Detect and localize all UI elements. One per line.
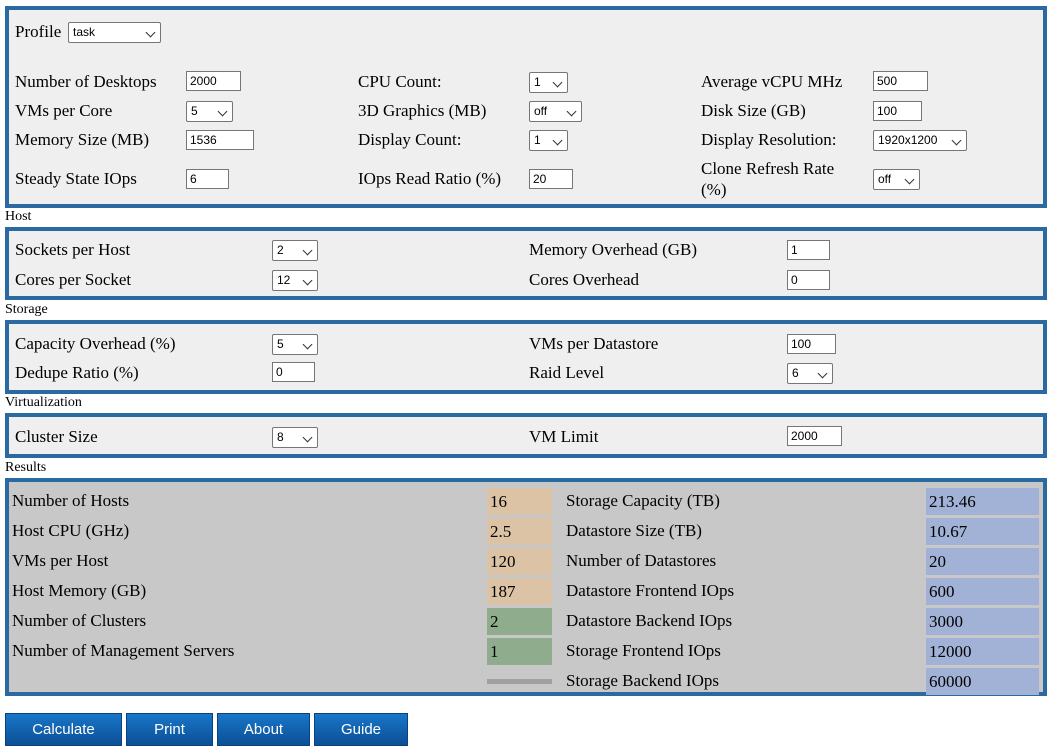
result-label: Host CPU (GHz) [12,521,130,540]
result-label: VMs per Host [12,551,109,570]
vm-limit-input[interactable]: 2000 [787,426,842,446]
disk-size-input[interactable]: 100 [873,101,922,121]
chevron-down-icon [566,106,577,117]
cluster-size-label: Cluster Size [15,427,98,446]
result-value: 20 [926,548,1039,575]
profile-select[interactable]: task [68,22,161,43]
display-resolution-label: Display Resolution: [701,130,837,149]
result-label: Datastore Size (TB) [566,521,702,540]
disk-size-label: Disk Size (GB) [701,101,806,120]
memory-size-label: Memory Size (MB) [15,130,150,149]
guide-button[interactable]: Guide [314,713,408,746]
num-desktops-label: Number of Desktops [15,72,157,91]
steady-iops-input[interactable]: 6 [186,169,229,189]
result-value: 213.46 [926,488,1039,515]
result-label: Host Memory (GB) [12,581,147,600]
vms-per-datastore-input[interactable]: 100 [787,334,836,354]
virtualization-panel: Cluster Size 8 VM Limit 2000 [5,413,1047,458]
host-panel: Sockets per Host 2 Cores per Socket 12 M… [5,227,1047,300]
result-label: Storage Backend IOps [566,671,719,690]
virtualization-section-title: Virtualization [5,395,82,410]
clone-refresh-rate-select[interactable]: off [873,169,920,190]
result-value: 120 [487,548,552,575]
result-value: 187 [487,578,552,605]
vms-per-core-select[interactable]: 5 [186,101,233,122]
result-label: Number of Management Servers [12,641,235,660]
host-section-title: Host [5,209,32,224]
result-label: Datastore Frontend IOps [566,581,735,600]
result-label: Number of Datastores [566,551,717,570]
iops-read-ratio-input[interactable]: 20 [529,169,573,189]
cpu-count-label: CPU Count: [358,72,442,91]
graphics-3d-label: 3D Graphics (MB) [358,101,487,120]
empty-result-bar [487,679,552,684]
result-value: 16 [487,488,552,515]
result-value: 3000 [926,608,1039,635]
cores-overhead-label: Cores Overhead [529,270,639,289]
chevron-down-icon [951,135,962,146]
chevron-down-icon [302,245,313,256]
calculate-button[interactable]: Calculate [5,713,122,746]
chevron-down-icon [904,174,915,185]
avg-vcpu-mhz-input[interactable]: 500 [873,71,928,91]
steady-iops-label: Steady State IOps [15,169,137,188]
about-button[interactable]: About [217,713,310,746]
chevron-down-icon [302,339,313,350]
avg-vcpu-mhz-label: Average vCPU MHz [701,72,843,91]
result-value: 2 [487,608,552,635]
vms-per-datastore-label: VMs per Datastore [529,334,659,353]
capacity-overhead-label: Capacity Overhead (%) [15,334,176,353]
dedupe-ratio-label: Dedupe Ratio (%) [15,363,139,382]
result-value: 10.67 [926,518,1039,545]
result-value: 1 [487,638,552,665]
chevron-down-icon [552,77,563,88]
graphics-3d-select[interactable]: off [529,101,582,122]
result-label: Number of Hosts [12,491,130,510]
display-resolution-select[interactable]: 1920x1200 [873,130,967,151]
cores-overhead-input[interactable]: 0 [787,270,830,290]
sockets-per-host-select[interactable]: 2 [272,240,318,261]
raid-level-label: Raid Level [529,363,605,382]
vm-limit-label: VM Limit [529,427,599,446]
result-value: 2.5 [487,518,552,545]
display-count-select[interactable]: 1 [529,130,568,151]
print-button[interactable]: Print [126,713,213,746]
vms-per-core-label: VMs per Core [15,101,113,120]
chevron-down-icon [302,275,313,286]
chevron-down-icon [217,106,228,117]
dedupe-ratio-input[interactable]: 0 [272,362,315,382]
result-value: 60000 [926,668,1039,695]
memory-overhead-label: Memory Overhead (GB) [529,240,698,259]
chevron-down-icon [817,368,828,379]
results-panel: Number of Hosts 16 Host CPU (GHz) 2.5 VM… [5,478,1047,696]
sockets-per-host-label: Sockets per Host [15,240,131,259]
cores-per-socket-label: Cores per Socket [15,270,132,289]
cpu-count-select[interactable]: 1 [529,72,568,93]
results-section-title: Results [5,460,47,475]
chevron-down-icon [552,135,563,146]
capacity-overhead-select[interactable]: 5 [272,334,318,355]
desktop-panel: Profile task Number of Desktops 2000 VMs… [5,6,1047,208]
result-label: Number of Clusters [12,611,147,630]
storage-panel: Capacity Overhead (%) 5 Dedupe Ratio (%)… [5,320,1047,394]
raid-level-select[interactable]: 6 [787,363,833,384]
result-value: 12000 [926,638,1039,665]
iops-read-ratio-label: IOps Read Ratio (%) [358,169,502,188]
result-value: 600 [926,578,1039,605]
result-label: Datastore Backend IOps [566,611,733,630]
clone-refresh-rate-label: Clone Refresh Rate (%) [701,159,835,199]
result-label: Storage Capacity (TB) [566,491,720,510]
chevron-down-icon [302,432,313,443]
chevron-down-icon [145,27,156,38]
result-label: Storage Frontend IOps [566,641,721,660]
display-count-label: Display Count: [358,130,462,149]
cluster-size-select[interactable]: 8 [272,427,318,448]
memory-overhead-input[interactable]: 1 [787,240,830,260]
cores-per-socket-select[interactable]: 12 [272,270,318,291]
profile-label: Profile [15,22,62,41]
storage-section-title: Storage [5,302,48,317]
num-desktops-input[interactable]: 2000 [186,71,241,91]
memory-size-input[interactable]: 1536 [186,130,254,150]
